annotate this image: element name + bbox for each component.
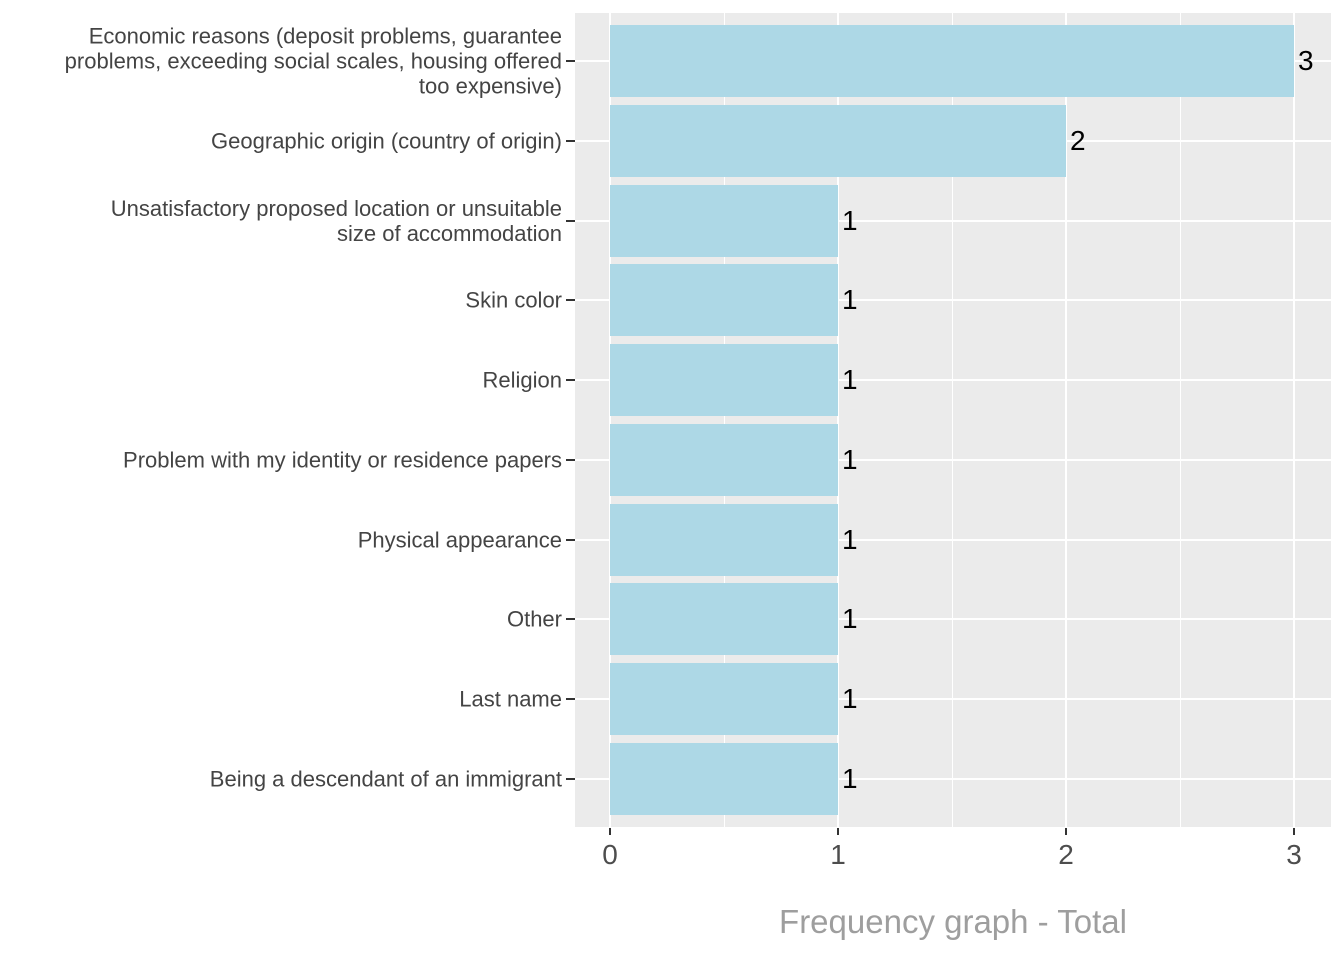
gridline-minor-vertical xyxy=(951,13,953,827)
bar xyxy=(610,264,838,337)
y-axis-tick xyxy=(566,299,575,302)
x-axis-tick-label: 3 xyxy=(1286,839,1302,870)
gridline-major-vertical xyxy=(609,13,611,827)
bar-value-label: 3 xyxy=(1298,45,1314,76)
category-label: Unsatisfactory proposed location or unsu… xyxy=(110,195,562,246)
x-axis-tick-label: 1 xyxy=(830,839,846,870)
plot-panel xyxy=(575,13,1331,827)
gridline-major-horizontal xyxy=(575,379,1331,382)
bar xyxy=(610,344,838,417)
bar-value-label: 1 xyxy=(842,364,858,396)
bar xyxy=(610,743,838,816)
x-axis-title: Frequency graph - Total xyxy=(779,903,1127,940)
y-axis-tick xyxy=(566,379,575,382)
x-axis-tick xyxy=(837,828,839,835)
gridline-major-horizontal xyxy=(575,458,1331,461)
gridline-major-horizontal xyxy=(575,219,1331,222)
y-axis-tick xyxy=(566,618,575,621)
y-axis-tick xyxy=(566,60,575,62)
category-label: Geographic origin (country of origin) xyxy=(211,128,562,154)
bar xyxy=(610,503,838,576)
y-axis-tick xyxy=(566,778,575,781)
x-axis-tick xyxy=(1293,828,1295,835)
y-axis-tick xyxy=(566,698,575,701)
bar xyxy=(610,184,838,257)
bar-value-label: 2 xyxy=(1070,124,1086,156)
category-label: Other xyxy=(506,606,562,632)
gridline-major-horizontal xyxy=(575,618,1331,621)
category-label: Being a descendant of an immigrant xyxy=(209,766,562,792)
x-axis-tick xyxy=(1065,828,1067,835)
y-axis-tick xyxy=(566,219,575,222)
x-axis-tick-label: 2 xyxy=(1058,839,1074,870)
category-label: Physical appearance xyxy=(357,527,562,553)
category-label: Last name xyxy=(459,686,562,712)
category-label: Problem with my identity or residence pa… xyxy=(123,447,562,473)
bar-value-label: 1 xyxy=(842,763,858,795)
gridline-major-horizontal xyxy=(575,538,1331,541)
y-axis-tick xyxy=(566,139,575,142)
bar-value-label: 1 xyxy=(842,443,858,475)
bar xyxy=(610,25,1294,97)
bar xyxy=(610,583,838,656)
bar-value-label: 1 xyxy=(842,523,858,555)
x-axis-tick-label: 0 xyxy=(602,839,618,870)
y-axis-tick xyxy=(566,458,575,461)
bar-value-label: 1 xyxy=(842,683,858,715)
bar xyxy=(610,104,1066,177)
category-label: Skin color xyxy=(465,287,562,313)
x-axis-tick xyxy=(609,828,611,835)
gridline-major-horizontal xyxy=(575,299,1331,302)
gridline-major-vertical xyxy=(1293,13,1295,827)
bar-value-label: 1 xyxy=(842,284,858,316)
category-label: Economic reasons (deposit problems, guar… xyxy=(64,23,562,99)
bar-value-label: 1 xyxy=(842,204,858,236)
gridline-minor-vertical xyxy=(723,13,725,827)
gridline-major-vertical xyxy=(837,13,839,827)
bar xyxy=(610,423,838,496)
gridline-major-horizontal xyxy=(575,698,1331,701)
bar-value-label: 1 xyxy=(842,603,858,635)
bar xyxy=(610,663,838,736)
gridline-major-vertical xyxy=(1065,13,1067,827)
category-label: Religion xyxy=(482,367,563,393)
gridline-major-horizontal xyxy=(575,778,1331,781)
y-axis-tick xyxy=(566,538,575,541)
gridline-minor-vertical xyxy=(1179,13,1181,827)
